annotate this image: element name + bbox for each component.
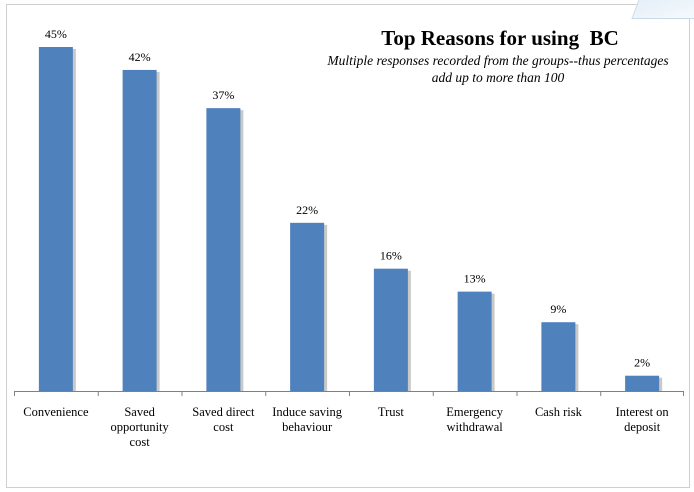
data-label: 22%	[296, 203, 318, 217]
category-label: deposit	[624, 420, 661, 434]
data-label: 13%	[464, 272, 486, 286]
data-label: 42%	[129, 50, 151, 64]
category-label: Induce saving	[272, 405, 343, 419]
bar	[625, 375, 660, 391]
bar	[457, 291, 492, 391]
category-label: Interest on	[616, 405, 670, 419]
data-label: 45%	[45, 27, 67, 41]
category-label: Emergency	[446, 405, 503, 419]
data-label: 2%	[634, 356, 650, 370]
chart-title: Top Reasons for using BC	[381, 26, 619, 50]
category-label: Saved	[124, 405, 155, 419]
category-label: Cash risk	[535, 405, 583, 419]
category-label: behaviour	[282, 420, 333, 434]
data-label: 9%	[550, 302, 566, 316]
bar	[541, 322, 576, 391]
chart-subtitle: Multiple responses recorded from the gro…	[327, 53, 669, 85]
bar	[122, 69, 157, 391]
data-label: 37%	[212, 88, 234, 102]
chart-frame	[6, 4, 690, 488]
category-label: cost	[130, 435, 151, 449]
category-label: Convenience	[23, 405, 89, 419]
category-label: Saved direct	[192, 405, 255, 419]
category-label: withdrawal	[447, 420, 504, 434]
category-label: Trust	[378, 405, 404, 419]
category-label: cost	[213, 420, 234, 434]
bar	[373, 268, 408, 391]
bar	[206, 108, 241, 392]
data-label: 16%	[380, 249, 402, 263]
bar	[290, 222, 325, 391]
bar	[38, 47, 73, 391]
category-label: opportunity	[110, 420, 169, 434]
